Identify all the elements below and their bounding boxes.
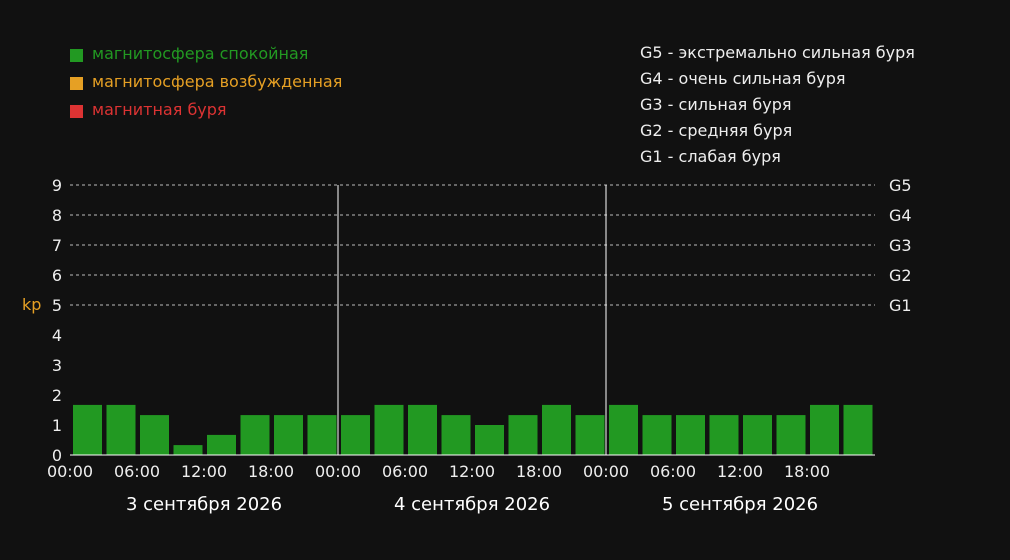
x-tick-d1-2: 06:00: [114, 462, 160, 481]
bar-16: [575, 415, 605, 455]
legend-label-1: магнитосфера спокойная: [92, 44, 308, 63]
right-tick-g2: G2: [889, 266, 912, 285]
legend-label-2: магнитосфера возбужденная: [92, 72, 342, 91]
bar-5: [207, 434, 236, 455]
y-axis-label: kp: [22, 295, 41, 314]
bar-8: [307, 415, 337, 455]
x-tick-d2-1: 00:00: [315, 462, 361, 481]
bar-20: [709, 415, 739, 455]
y-tick-1: 1: [52, 416, 62, 435]
x-tick-d1-4: 18:00: [248, 462, 294, 481]
bar-14: [508, 415, 538, 455]
gscale-entry-g4: G4 - очень сильная буря: [640, 69, 846, 88]
legend-swatch-2: [70, 77, 83, 90]
bar-13: [475, 425, 504, 455]
gscale-entry-g5: G5 - экстремально сильная буря: [640, 43, 915, 62]
x-tick-d3-2: 06:00: [650, 462, 696, 481]
bar-19: [676, 415, 705, 455]
y-tick-0: 0: [52, 446, 62, 465]
bar-22: [776, 415, 806, 455]
x-tick-d3-4: 18:00: [784, 462, 830, 481]
right-tick-g5: G5: [889, 176, 912, 195]
bar-7: [274, 415, 303, 455]
y-tick-2: 2: [52, 386, 62, 405]
bar-12: [441, 415, 471, 455]
bar-3: [140, 415, 169, 455]
gscale-entry-g1: G1 - слабая буря: [640, 147, 781, 166]
x-tick-d2-4: 18:00: [516, 462, 562, 481]
legend-swatch-1: [70, 49, 83, 62]
x-tick-d3-1: 00:00: [583, 462, 629, 481]
x-tick-d3-3: 12:00: [717, 462, 763, 481]
bar-9: [341, 415, 370, 455]
x-tick-d1-3: 12:00: [181, 462, 227, 481]
bar-17: [609, 404, 638, 455]
legend-swatch-3: [70, 105, 83, 118]
y-tick-4: 4: [52, 326, 62, 345]
day-label-3: 5 сентября 2026: [662, 494, 818, 515]
day-label-2: 4 сентября 2026: [394, 494, 550, 515]
right-tick-g3: G3: [889, 236, 912, 255]
bar-15: [542, 404, 571, 455]
bar-2: [106, 404, 136, 455]
bar-1: [73, 404, 102, 455]
bar-18: [642, 415, 672, 455]
y-tick-6: 6: [52, 266, 62, 285]
gscale-entry-g3: G3 - сильная буря: [640, 95, 791, 114]
bar-4: [173, 445, 203, 455]
day-label-1: 3 сентября 2026: [126, 494, 282, 515]
x-tick-d2-3: 12:00: [449, 462, 495, 481]
x-tick-d2-2: 06:00: [382, 462, 428, 481]
x-tick-d1-1: 00:00: [47, 462, 93, 481]
y-tick-5: 5: [52, 296, 62, 315]
bar-23: [810, 404, 839, 455]
y-tick-8: 8: [52, 206, 62, 225]
bar-11: [408, 404, 437, 455]
y-tick-9: 9: [52, 176, 62, 195]
y-tick-3: 3: [52, 356, 62, 375]
bar-6: [240, 415, 270, 455]
bar-24: [843, 404, 873, 455]
bar-21: [743, 415, 772, 455]
right-tick-g4: G4: [889, 206, 912, 225]
right-tick-g1: G1: [889, 296, 912, 315]
y-tick-7: 7: [52, 236, 62, 255]
bar-10: [374, 404, 404, 455]
legend-label-3: магнитная буря: [92, 100, 227, 119]
gscale-entry-g2: G2 - средняя буря: [640, 121, 792, 140]
